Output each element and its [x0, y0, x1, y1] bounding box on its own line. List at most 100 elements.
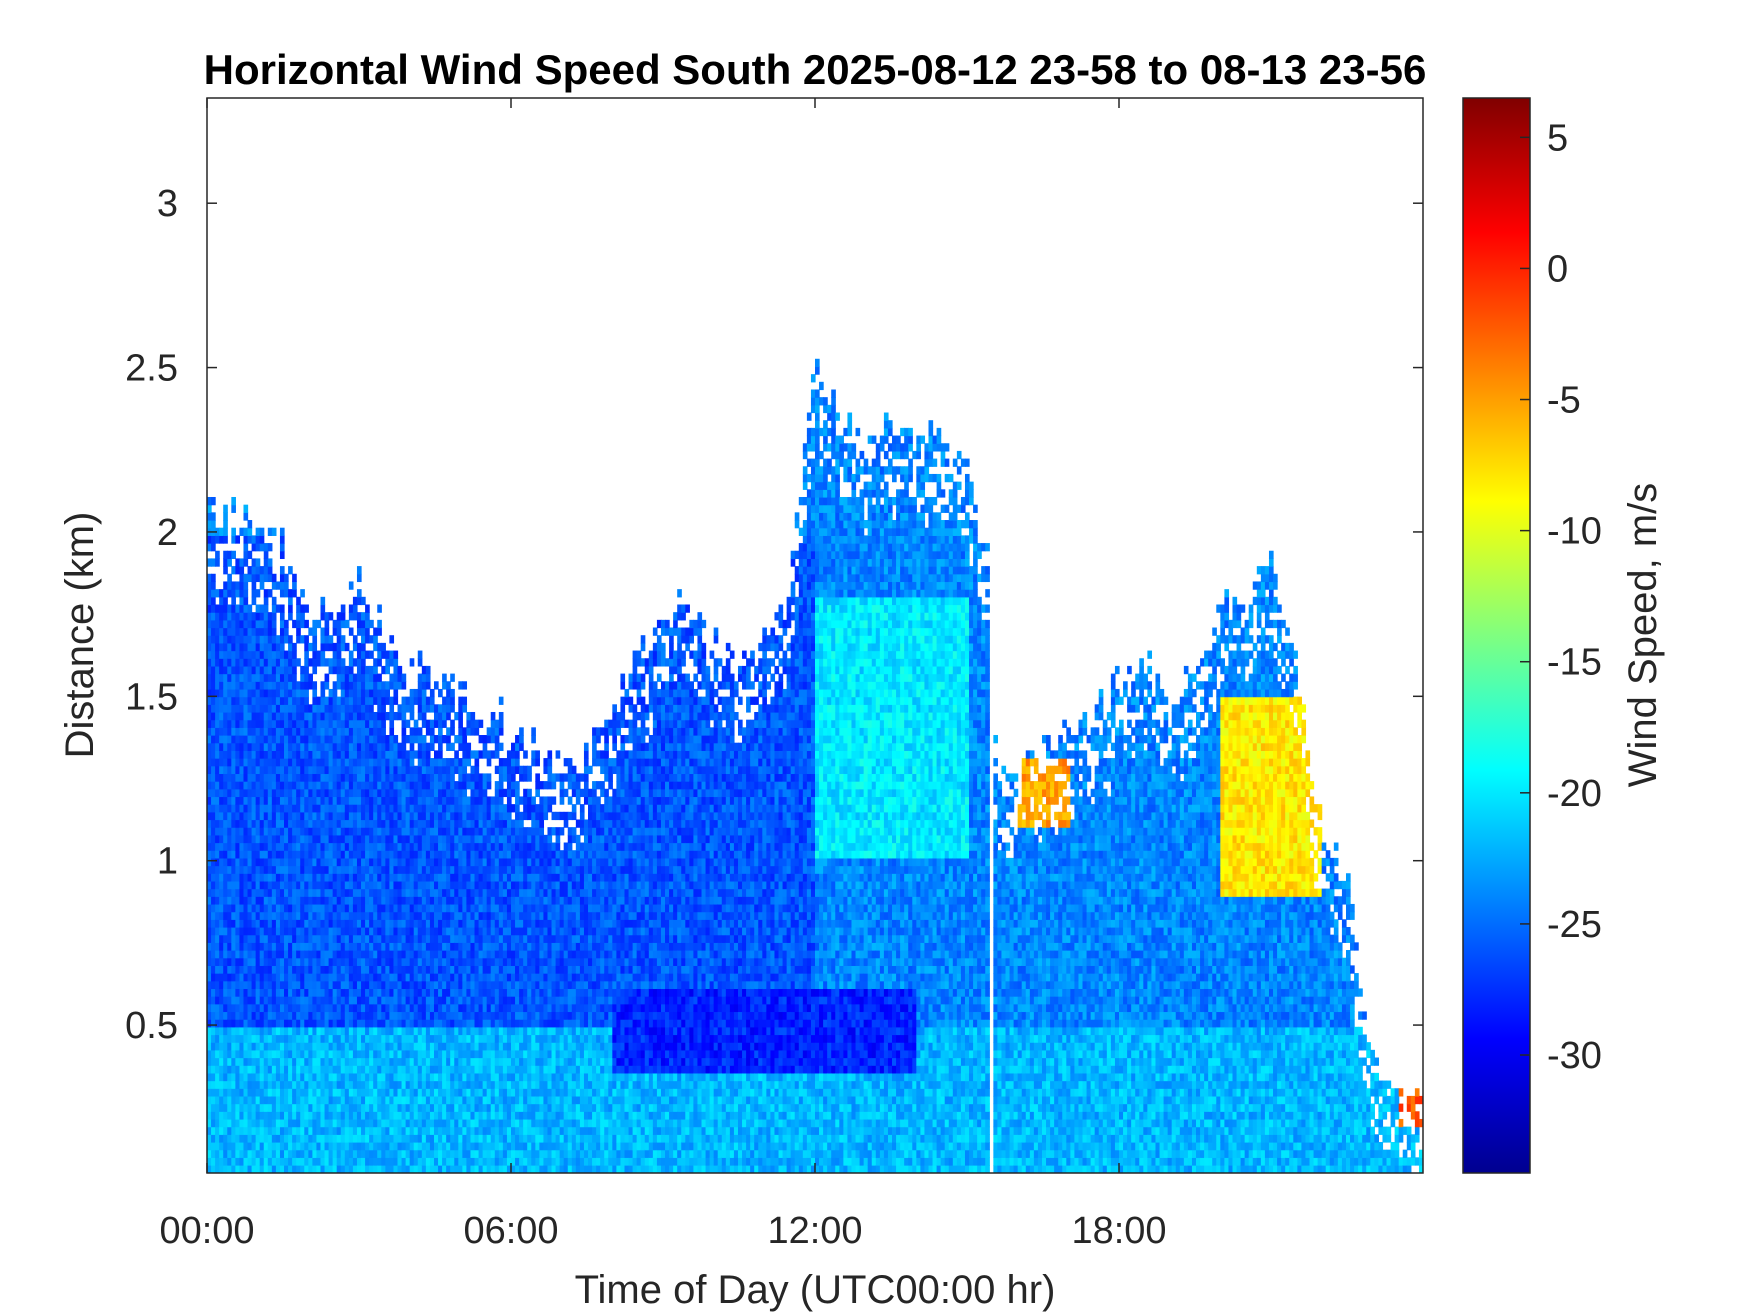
- heatmap-cell: [336, 750, 342, 759]
- heatmap-cell: [486, 919, 492, 928]
- heatmap-cell: [409, 658, 415, 667]
- heatmap-cell: [300, 980, 305, 990]
- heatmap-cell: [275, 942, 281, 951]
- heatmap-cell: [292, 903, 297, 913]
- heatmap-cell: [259, 612, 265, 621]
- heatmap-cell: [336, 673, 342, 682]
- heatmap-cell: [397, 888, 403, 897]
- heatmap-cell: [352, 1103, 358, 1112]
- heatmap-cell: [490, 1103, 496, 1112]
- heatmap-cell: [251, 627, 257, 636]
- heatmap-cell: [490, 1118, 496, 1128]
- heatmap-cell: [401, 1126, 407, 1135]
- heatmap-cell: [292, 688, 297, 698]
- heatmap-cell: [328, 788, 334, 798]
- heatmap-cell: [393, 742, 399, 751]
- heatmap-cell: [486, 857, 492, 867]
- heatmap-cell: [304, 850, 309, 859]
- heatmap-cell: [292, 1126, 297, 1135]
- heatmap-cell: [458, 919, 463, 928]
- heatmap-cell: [450, 1118, 455, 1128]
- heatmap-cell: [227, 980, 232, 990]
- heatmap-cell: [446, 1026, 451, 1036]
- heatmap-cell: [397, 665, 403, 675]
- heatmap-cell: [275, 711, 281, 721]
- heatmap-cell: [381, 1118, 386, 1128]
- heatmap-cell: [255, 781, 261, 790]
- heatmap-cell: [215, 919, 220, 928]
- heatmap-cell: [454, 1011, 459, 1020]
- heatmap-cell: [279, 1118, 285, 1128]
- heatmap-cell: [243, 612, 249, 621]
- heatmap-cell: [255, 627, 261, 636]
- heatmap-cell: [223, 980, 228, 990]
- heatmap-cell: [417, 1011, 423, 1020]
- heatmap-cell: [425, 1049, 431, 1059]
- heatmap-cell: [442, 1141, 447, 1151]
- heatmap-cell: [320, 865, 326, 874]
- heatmap-cell: [288, 911, 293, 920]
- heatmap-cell: [271, 1072, 277, 1082]
- heatmap-cell: [292, 842, 297, 851]
- heatmap-cell: [275, 834, 281, 844]
- heatmap-cell: [486, 1042, 492, 1051]
- heatmap-cell: [450, 1088, 455, 1097]
- heatmap-cell: [247, 819, 253, 828]
- heatmap-cell: [393, 650, 399, 659]
- heatmap-cell: [239, 781, 245, 790]
- heatmap-cell: [482, 1003, 488, 1013]
- heatmap-cell: [397, 1003, 403, 1013]
- heatmap-cell: [433, 1157, 439, 1166]
- heatmap-cell: [219, 619, 224, 629]
- heatmap-cell: [247, 1011, 253, 1020]
- heatmap-cell: [211, 1118, 216, 1128]
- heatmap-cell: [433, 973, 439, 982]
- heatmap-cell: [267, 804, 273, 813]
- heatmap-cell: [421, 665, 427, 675]
- heatmap-cell: [429, 1049, 435, 1059]
- heatmap-cell: [413, 857, 419, 867]
- heatmap-cell: [458, 1157, 463, 1166]
- heatmap-cell: [417, 1126, 423, 1135]
- heatmap-cell: [421, 965, 427, 974]
- heatmap-cell: [478, 888, 484, 897]
- heatmap-cell: [336, 888, 342, 897]
- heatmap-cell: [365, 942, 370, 951]
- heatmap-cell: [450, 880, 455, 890]
- heatmap-cell: [377, 1141, 382, 1151]
- heatmap-cell: [263, 650, 269, 659]
- heatmap-cell: [377, 827, 382, 836]
- heatmap-cell: [227, 642, 232, 652]
- heatmap-cell: [466, 1019, 472, 1028]
- heatmap-cell: [365, 604, 370, 613]
- heatmap-cell: [267, 1118, 273, 1128]
- heatmap-cell: [284, 1072, 289, 1082]
- heatmap-cell: [296, 1003, 301, 1013]
- heatmap-cell: [340, 988, 346, 997]
- heatmap-cell: [369, 873, 374, 882]
- heatmap-cell: [316, 650, 322, 659]
- heatmap-cell: [324, 880, 330, 890]
- heatmap-cell: [470, 1049, 476, 1059]
- heatmap-cell: [344, 926, 350, 936]
- heatmap-cell: [352, 758, 358, 767]
- heatmap-cell: [207, 581, 212, 590]
- heatmap-cell: [336, 996, 342, 1005]
- heatmap-cell: [332, 711, 338, 721]
- heatmap-cell: [446, 911, 451, 920]
- heatmap-cell: [336, 934, 342, 943]
- heatmap-cell: [389, 681, 395, 690]
- heatmap-cell: [243, 704, 249, 713]
- heatmap-cell: [247, 750, 253, 759]
- heatmap-cell: [219, 673, 224, 682]
- heatmap-cell: [397, 973, 403, 982]
- heatmap-cell: [324, 819, 330, 828]
- heatmap-cell: [336, 642, 342, 652]
- heatmap-cell: [219, 758, 224, 767]
- heatmap-cell: [361, 834, 366, 844]
- heatmap-cell: [344, 1134, 350, 1143]
- heatmap-cell: [227, 604, 232, 613]
- heatmap-cell: [332, 619, 338, 629]
- heatmap-cell: [296, 735, 301, 744]
- heatmap-cell: [312, 896, 318, 905]
